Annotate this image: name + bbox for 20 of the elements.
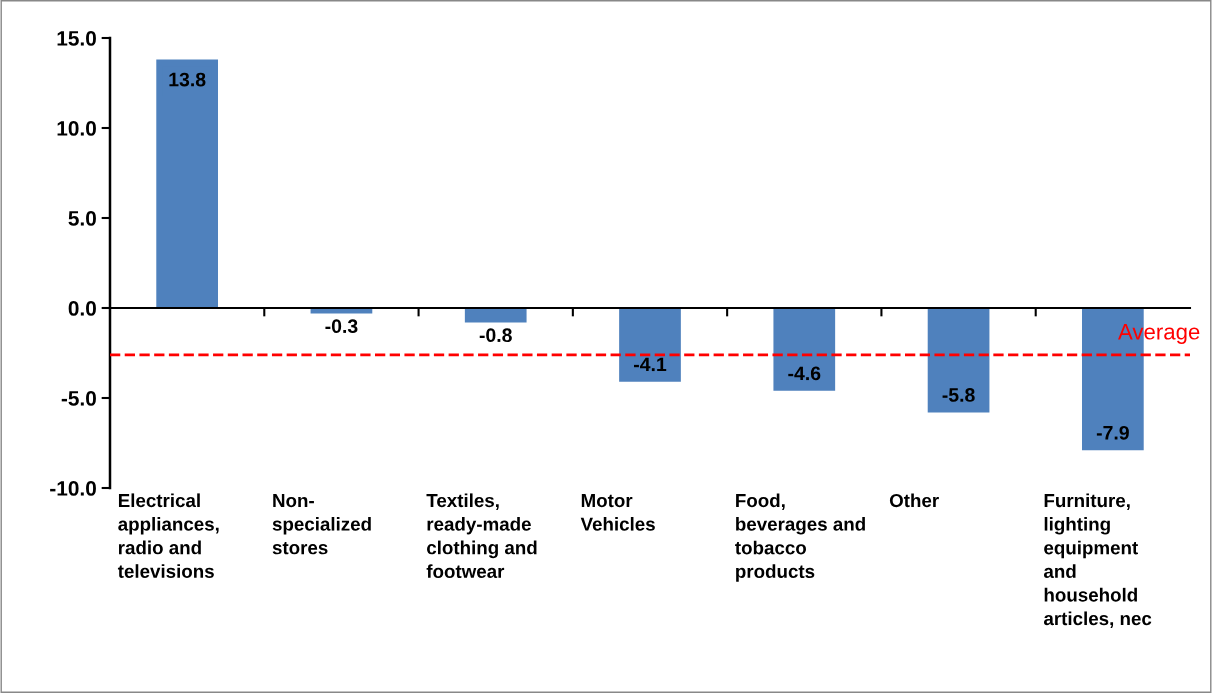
data-label: -4.1: [634, 357, 667, 372]
x-tick-label: Furniture, lighting equipment and household articles, nec: [1043, 493, 1152, 628]
y-tick-label: -5.0: [61, 391, 96, 406]
y-tick-label: 0.0: [68, 301, 96, 316]
data-label: 13.8: [169, 72, 206, 87]
x-tick-label: Food, beverages and tobacco products: [735, 493, 865, 582]
x-tick-label: Other: [889, 493, 939, 508]
x-tick-label: Electrical appliances, radio and televisions: [117, 493, 219, 578]
data-label: -0.8: [479, 328, 512, 343]
data-label: -0.3: [325, 319, 358, 334]
data-label: -4.6: [788, 366, 821, 381]
x-tick-label: Non- specialized stores: [272, 494, 371, 555]
data-label: -7.9: [1096, 425, 1129, 440]
y-tick-label: 15.0: [57, 31, 96, 46]
y-tick-label: -10.0: [50, 481, 96, 496]
x-tick-label: Motor Vehicles: [580, 494, 655, 531]
y-tick-label: 5.0: [68, 211, 96, 226]
y-tick-label: 10.0: [57, 121, 96, 136]
data-label: -5.8: [942, 388, 975, 402]
x-tick-label: Textiles, ready-made clothing and footwear: [426, 493, 537, 579]
